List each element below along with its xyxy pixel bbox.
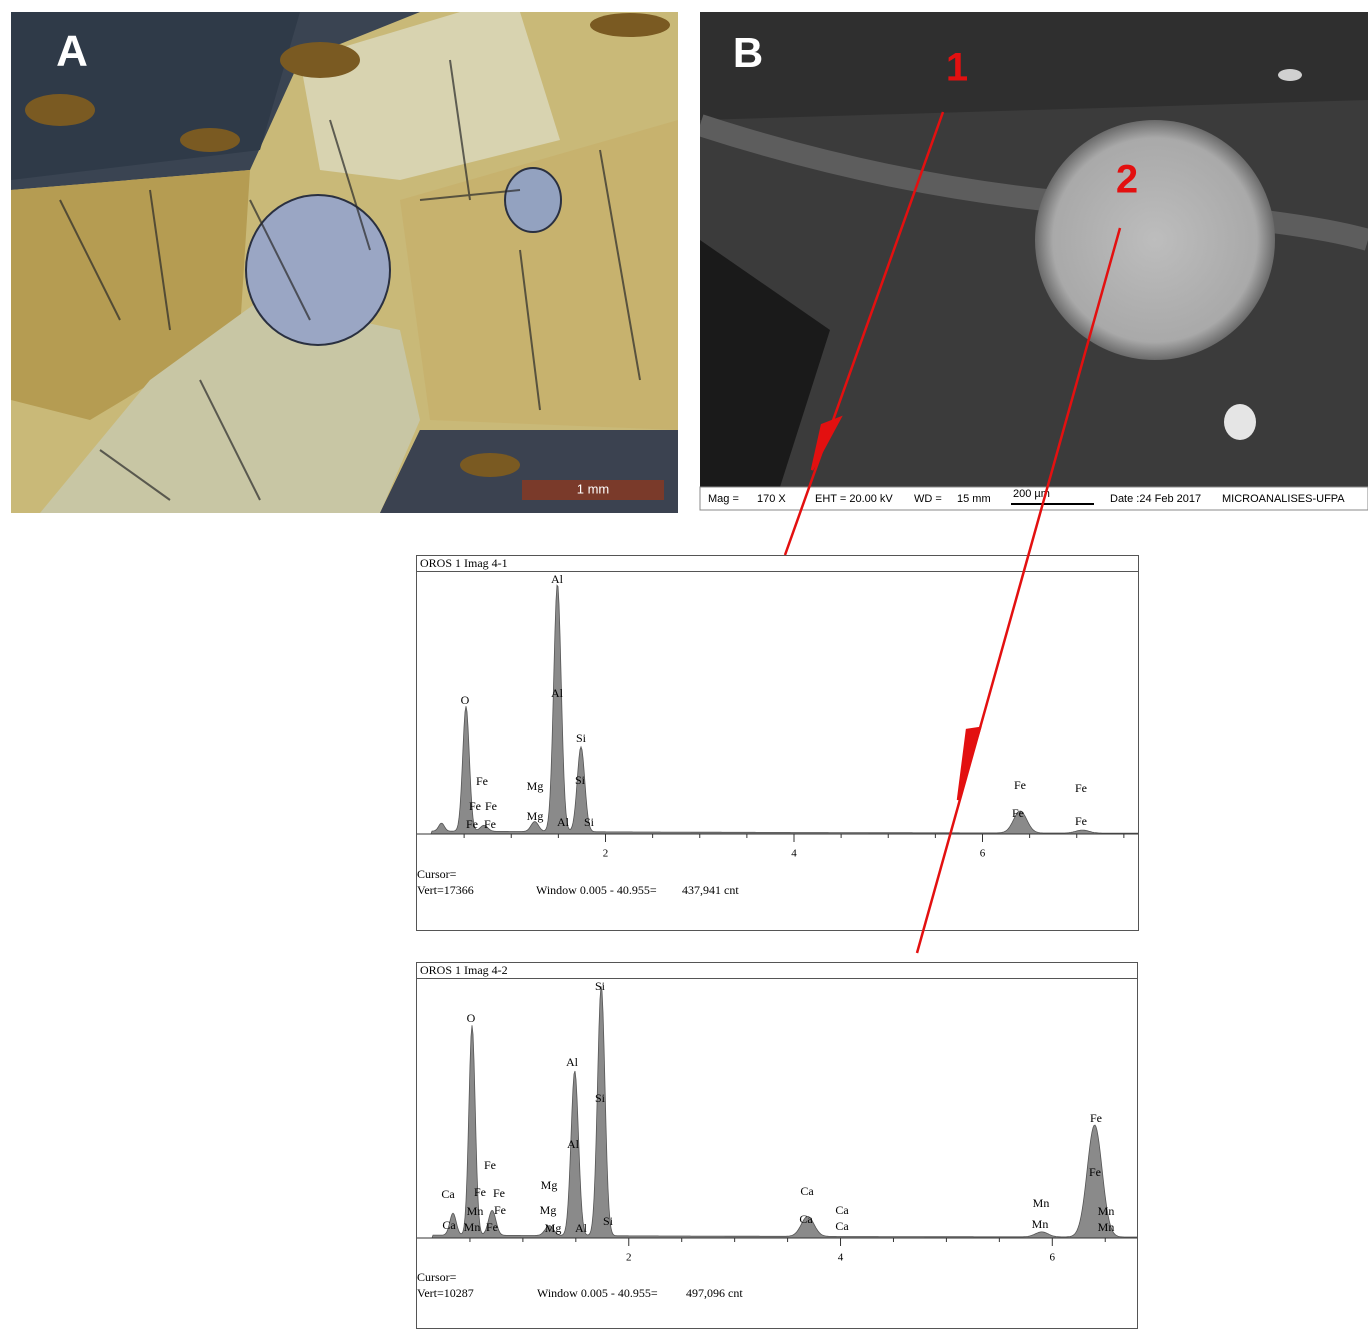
peak-label: Fe — [484, 817, 496, 831]
peak-label: Mg — [527, 809, 544, 823]
peak-label: Si — [584, 815, 595, 829]
peak-label: Al — [567, 1137, 580, 1151]
peak-label: Al — [551, 686, 564, 700]
peak-label: Mn — [464, 1220, 481, 1234]
spectrum-title: OROS 1 Imag 4-2 — [420, 963, 508, 977]
peak-label: Si — [575, 773, 586, 787]
peak-label: Fe — [494, 1203, 506, 1217]
cursor-value: Vert=10287 — [417, 1286, 474, 1300]
peak-label: Al — [557, 815, 570, 829]
x-tick-label: 2 — [603, 848, 609, 860]
peak-label: Mg — [527, 779, 544, 793]
info-text: Date :24 Feb 2017 — [1110, 493, 1201, 505]
cursor-value: Vert=17366 — [417, 883, 474, 897]
cursor-label: Cursor= — [417, 867, 457, 881]
peak-label: Mn — [1033, 1196, 1050, 1210]
peak-label: Fe — [469, 799, 481, 813]
peak-label: Fe — [1012, 806, 1024, 820]
x-tick-label: 6 — [980, 848, 986, 860]
peak-label: Fe — [484, 1158, 496, 1172]
x-tick-label: 6 — [1050, 1252, 1056, 1264]
peak-label: Fe — [1089, 1165, 1101, 1179]
x-tick-label: 2 — [626, 1252, 632, 1264]
info-text: 170 X — [757, 493, 786, 505]
peak-label: Fe — [486, 1220, 498, 1234]
info-text: WD = — [914, 493, 942, 505]
spectrum-title: OROS 1 Imag 4-1 — [420, 556, 508, 570]
x-tick-label: 4 — [791, 848, 797, 860]
count-label: 497,096 cnt — [686, 1286, 743, 1300]
panel-label: A — [56, 27, 88, 76]
peak-label: Al — [551, 572, 564, 586]
spectrum-frame — [417, 963, 1138, 1329]
window-label: Window 0.005 - 40.955= — [537, 1286, 658, 1300]
info-text: MICROANALISES-UFPA — [1222, 493, 1345, 505]
peak-label: Mn — [1098, 1220, 1115, 1234]
peak-label: Si — [603, 1214, 614, 1228]
info-text: EHT = 20.00 kV — [815, 493, 893, 505]
info-text: 15 mm — [957, 493, 991, 505]
peak-label: Fe — [1090, 1111, 1102, 1125]
cursor-label: Cursor= — [417, 1270, 457, 1284]
peak-label: Ca — [800, 1184, 814, 1198]
window-label: Window 0.005 - 40.955= — [536, 883, 657, 897]
scale-bar-label: 1 mm — [577, 481, 610, 496]
peak-label: Mg — [541, 1178, 558, 1192]
spectrum-frame — [417, 556, 1139, 931]
peak-label: O — [461, 693, 470, 707]
peak-label: Al — [575, 1221, 588, 1235]
peak-label: Fe — [485, 799, 497, 813]
peak-label: Mg — [545, 1221, 562, 1235]
peak-label: Ca — [835, 1219, 849, 1233]
x-tick-label: 4 — [838, 1252, 844, 1264]
peak-label: O — [467, 1011, 476, 1025]
peak-label: Si — [595, 979, 606, 993]
point-label: 1 — [946, 46, 968, 90]
point-label: 2 — [1116, 158, 1138, 202]
micrograph-b — [700, 12, 1368, 487]
peak-label: Ca — [441, 1187, 455, 1201]
peak-label: Fe — [1075, 781, 1087, 795]
micrograph-a — [11, 12, 678, 513]
figure: A 1 mm B 1 2 Mag = 170 X EHT = 20.00 kV … — [0, 0, 1368, 1329]
peak-label: Ca — [835, 1203, 849, 1217]
count-label: 437,941 cnt — [682, 883, 739, 897]
peak-label: Mg — [540, 1203, 557, 1217]
peak-label: Fe — [476, 774, 488, 788]
peak-label: Fe — [466, 817, 478, 831]
peak-label: Mn — [1032, 1217, 1049, 1231]
panel-label: B — [733, 29, 763, 76]
peak-label: Fe — [1014, 778, 1026, 792]
peak-label: Ca — [442, 1218, 456, 1232]
peak-label: Mn — [1098, 1204, 1115, 1218]
peak-label: Ca — [799, 1212, 813, 1226]
peak-label: Fe — [1075, 814, 1087, 828]
peak-label: Si — [595, 1091, 606, 1105]
peak-label: Fe — [474, 1185, 486, 1199]
info-text: Mag = — [708, 493, 739, 505]
peak-label: Al — [566, 1055, 579, 1069]
peak-label: Fe — [493, 1186, 505, 1200]
peak-label: Si — [576, 731, 587, 745]
peak-label: Mn — [467, 1204, 484, 1218]
